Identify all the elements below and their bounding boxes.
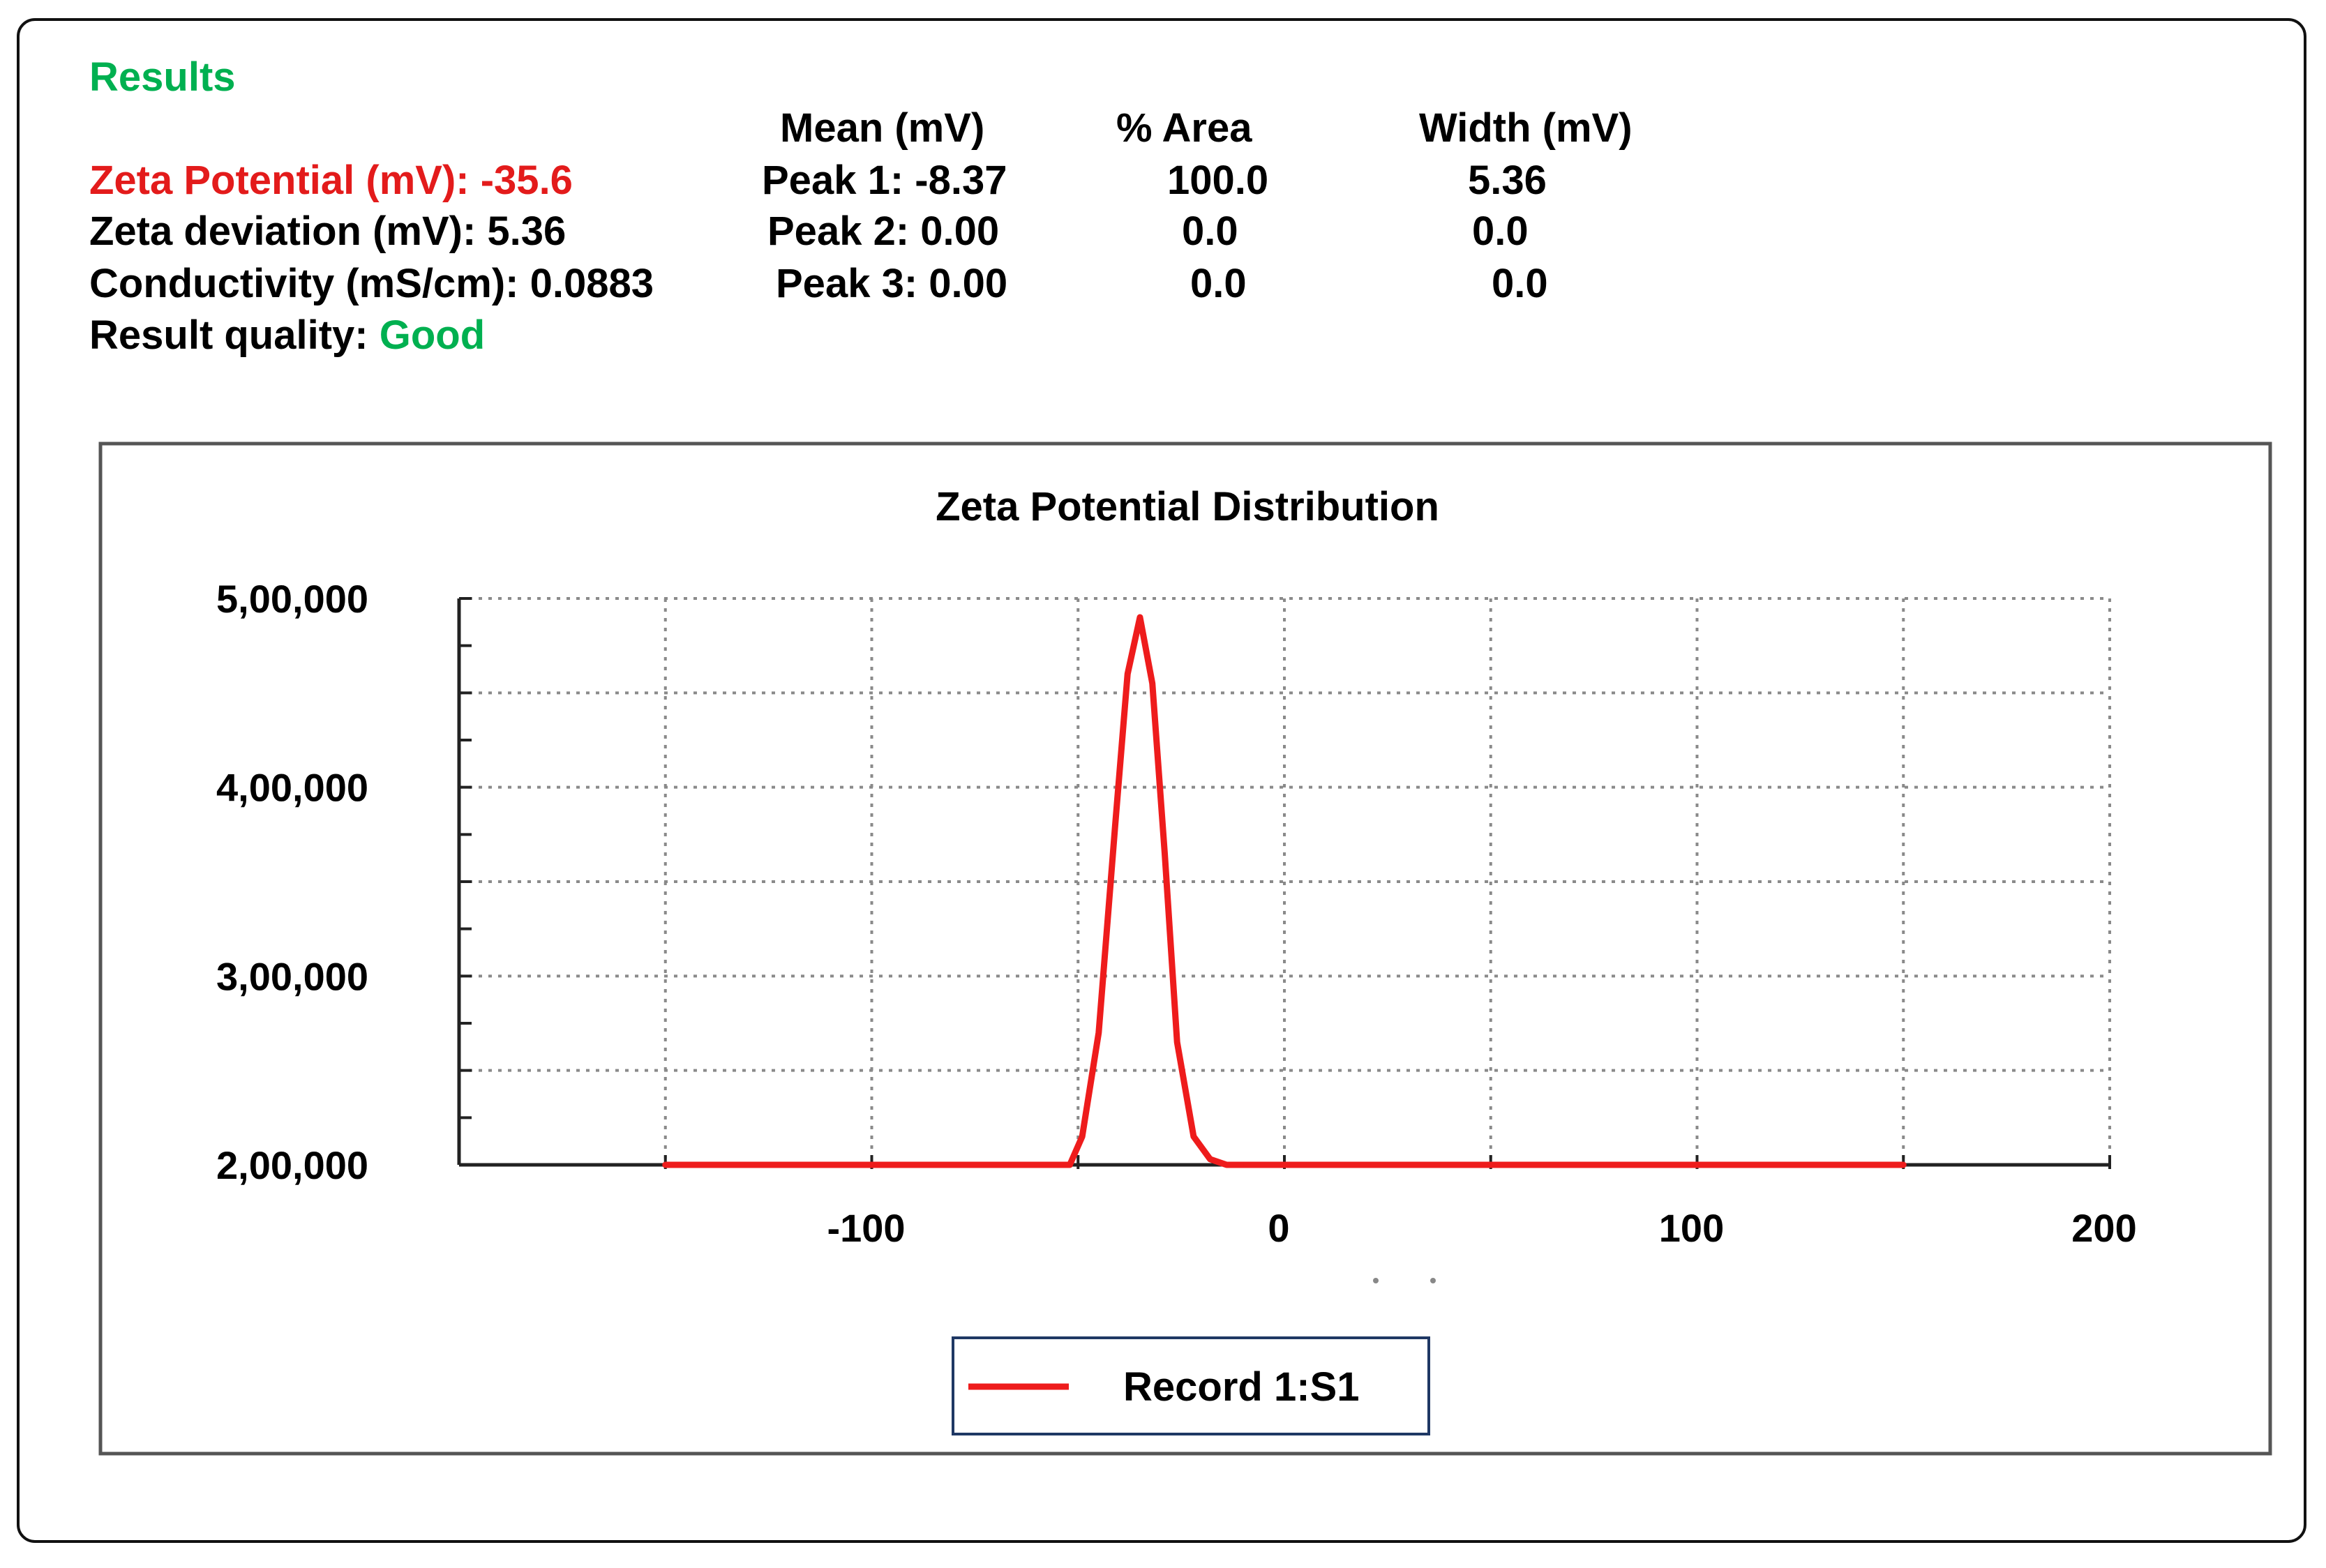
series-point xyxy=(1069,1164,1071,1166)
zeta-potential-row: Zeta Potential (mV): -35.6 xyxy=(89,160,573,201)
chart-title: Zeta Potential Distribution xyxy=(936,484,1439,529)
series-point xyxy=(1176,1041,1178,1043)
series-point xyxy=(664,1164,666,1166)
y-tick-label: 5,00,000 xyxy=(216,577,368,621)
series-point xyxy=(1097,1032,1100,1034)
result-quality-row: Result quality: Good xyxy=(89,315,485,356)
peak1-width: 5.36 xyxy=(1468,158,1547,203)
chart-panel xyxy=(98,442,2272,1456)
series-point xyxy=(1192,1136,1194,1138)
stray-dot xyxy=(1373,1278,1379,1283)
conductivity-row: Conductivity (mS/cm): 0.0883 xyxy=(89,264,654,304)
conductivity-value: 0.0883 xyxy=(530,261,654,306)
zeta-potential-value: -35.6 xyxy=(480,158,573,203)
result-quality-label: Result quality: xyxy=(89,312,368,358)
peak1-area: 100.0 xyxy=(1167,158,1269,203)
series-point xyxy=(1114,824,1116,826)
y-tick-label: 3,00,000 xyxy=(216,954,368,998)
series-point xyxy=(1127,673,1129,675)
series-point xyxy=(1164,852,1166,854)
series-point xyxy=(1139,617,1141,619)
zeta-deviation-row: Zeta deviation (mV): 5.36 xyxy=(89,211,566,252)
peak1-mean: Peak 1: -8.37 xyxy=(762,158,1007,203)
header-width: Width (mV) xyxy=(1419,105,1633,151)
peak2-width: 0.0 xyxy=(1472,209,1529,254)
y-tick-label: 2,00,000 xyxy=(216,1143,368,1187)
header-mean: Mean (mV) xyxy=(780,105,985,151)
series-point xyxy=(1226,1164,1228,1166)
stray-dot xyxy=(1430,1278,1436,1283)
series-point xyxy=(1903,1164,1905,1166)
result-quality-value: Good xyxy=(379,312,486,358)
x-tick-label: 200 xyxy=(2071,1206,2136,1250)
legend-series-label: Record 1:S1 xyxy=(1123,1364,1359,1410)
x-tick-label: 0 xyxy=(1268,1206,1289,1250)
stray-dots xyxy=(1373,1278,1436,1283)
peak3-width: 0.0 xyxy=(1492,261,1548,306)
conductivity-label: Conductivity (mS/cm): xyxy=(89,261,519,306)
header-area: % Area xyxy=(1116,105,1252,151)
series-point xyxy=(1242,1164,1244,1166)
report-frame xyxy=(17,18,2306,1543)
x-tick-label: 100 xyxy=(1659,1206,1724,1250)
zeta-deviation-value: 5.36 xyxy=(487,209,567,254)
zeta-deviation-label: Zeta deviation (mV): xyxy=(89,209,477,254)
peak2-mean: Peak 2: 0.00 xyxy=(767,209,1000,254)
peak3-mean: Peak 3: 0.00 xyxy=(776,261,1008,306)
y-tick-label: 4,00,000 xyxy=(216,766,368,810)
legend: Record 1:S1 xyxy=(952,1336,1430,1435)
series-point xyxy=(1151,682,1153,684)
x-tick-label: -100 xyxy=(827,1206,905,1250)
series-point xyxy=(1209,1158,1211,1160)
peak3-area: 0.0 xyxy=(1190,261,1247,306)
peak2-area: 0.0 xyxy=(1182,209,1238,254)
zeta-potential-label: Zeta Potential (mV): xyxy=(89,158,470,203)
results-heading: Results xyxy=(89,54,236,100)
series-point xyxy=(1081,1136,1083,1138)
